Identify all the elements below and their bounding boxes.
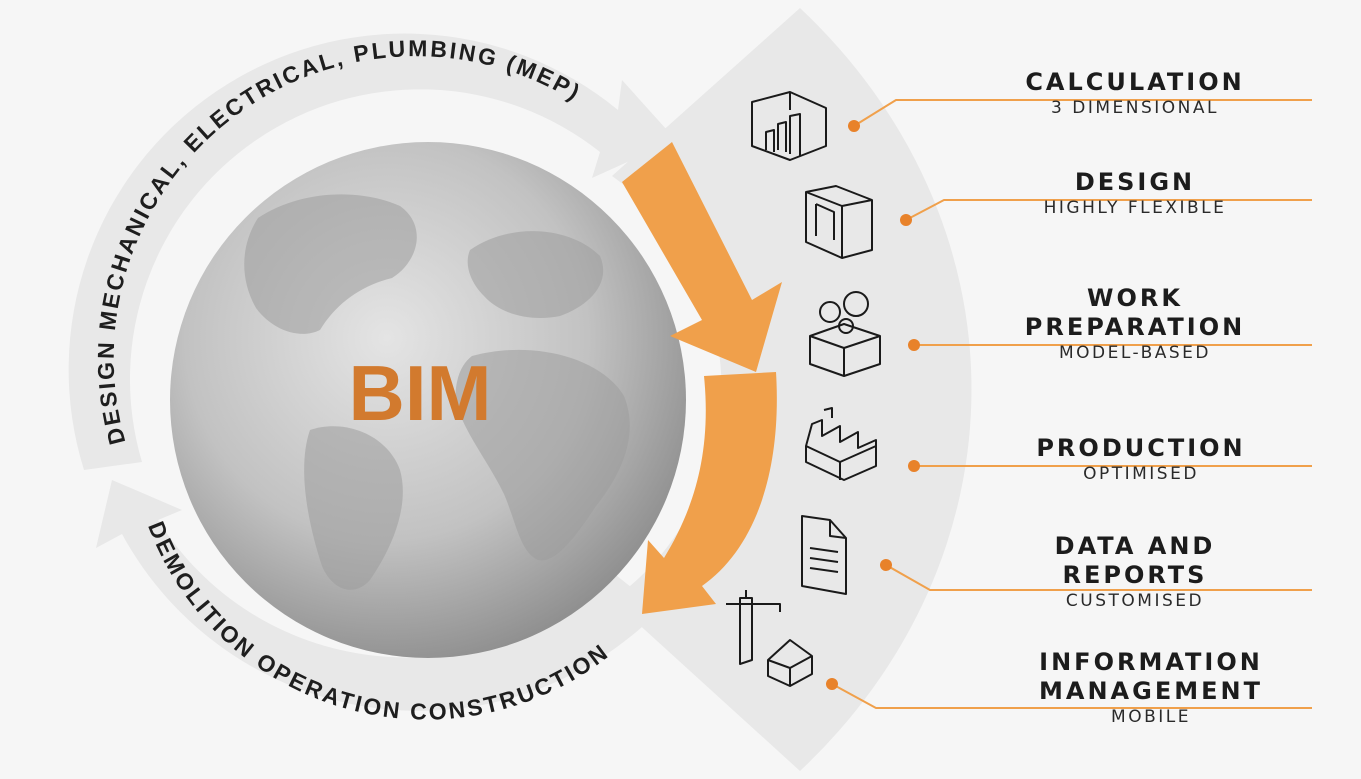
feature-calculation: CALCULATION 3 DIMENSIONAL	[987, 68, 1283, 119]
leader-line-design	[905, 199, 1312, 221]
feature-title: CALCULATION	[1025, 68, 1245, 96]
factory-icon	[805, 407, 877, 481]
document-icon	[801, 515, 847, 595]
globe-label: BIM	[349, 349, 492, 437]
continent-africa	[455, 349, 630, 561]
wall-panel-icon	[805, 185, 873, 259]
feature-subtitle: 3 DIMENSIONAL	[1051, 98, 1219, 118]
feature-title: WORK PREPARATION	[1024, 284, 1246, 341]
continent-south-america	[304, 426, 403, 590]
feature-title: DESIGN	[1074, 168, 1196, 196]
feature-title: INFORMATION MANAGEMENT	[1039, 648, 1263, 705]
leader-dot	[900, 214, 912, 226]
feature-design: DESIGN HIGHLY FLEXIBLE	[987, 168, 1283, 219]
feature-subtitle: CUSTOMISED	[1065, 591, 1205, 611]
continent-north-america	[244, 194, 417, 334]
leader-line-calculation	[853, 99, 1312, 127]
leader-dot	[848, 120, 860, 132]
feature-production: PRODUCTION OPTIMISED	[993, 434, 1289, 485]
feature-subtitle: MODEL-BASED	[1059, 343, 1211, 363]
orange-arrow-upper	[622, 142, 782, 372]
feature-title: PRODUCTION	[1036, 434, 1246, 462]
feature-title: DATA AND REPORTS	[1054, 532, 1216, 589]
leader-line-information	[831, 683, 1312, 709]
feature-subtitle: HIGHLY FLEXIBLE	[1043, 198, 1227, 218]
feature-work-preparation: WORK PREPARATION MODEL-BASED	[987, 284, 1283, 364]
3d-chart-icon	[751, 91, 827, 161]
feature-subtitle: OPTIMISED	[1083, 464, 1199, 484]
leader-dot	[908, 460, 920, 472]
feature-information-management: INFORMATION MANAGEMENT MOBILE	[1003, 648, 1299, 728]
cycle-arrow-bottom	[96, 480, 660, 711]
continent-europe	[467, 231, 604, 318]
leader-line-data-reports	[885, 564, 1312, 591]
crane-house-icon	[726, 590, 813, 687]
leader-dot	[908, 339, 920, 351]
cycle-arrow-top	[68, 33, 676, 471]
gears-box-icon	[809, 291, 881, 377]
feature-subtitle: MOBILE	[1111, 707, 1191, 727]
leader-lines	[831, 99, 1312, 709]
leader-dots	[826, 120, 920, 690]
leader-dot	[880, 559, 892, 571]
orange-arrow-lower	[642, 372, 777, 614]
leader-dot	[826, 678, 838, 690]
feature-data-reports: DATA AND REPORTS CUSTOMISED	[987, 532, 1283, 612]
globe: BIM	[170, 142, 686, 658]
